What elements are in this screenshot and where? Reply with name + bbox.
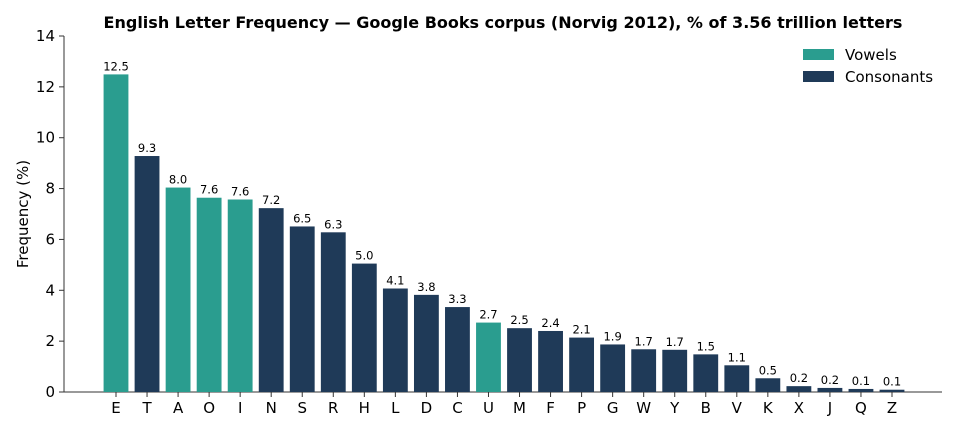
bar-x [786, 386, 812, 392]
data-label-i: 7.6 [231, 185, 249, 199]
data-label-g: 1.9 [603, 329, 621, 343]
x-tick-label-y: Y [669, 399, 680, 417]
data-label-u: 2.7 [479, 308, 497, 322]
x-tick-label-a: A [173, 399, 184, 417]
data-label-q: 0.1 [852, 374, 870, 388]
y-tick-label: 2 [45, 332, 55, 350]
x-tick-label-k: K [763, 399, 774, 417]
bar-e [103, 74, 129, 392]
x-tick-label-z: Z [887, 399, 897, 417]
x-tick-label-w: W [636, 399, 651, 417]
bar-a [165, 187, 191, 392]
data-label-f: 2.4 [541, 316, 559, 330]
data-label-x: 0.2 [790, 371, 808, 385]
data-label-z: 0.1 [883, 375, 901, 389]
bar-l [382, 288, 408, 392]
data-label-l: 4.1 [386, 274, 404, 288]
bar-u [476, 322, 501, 392]
data-label-k: 0.5 [759, 363, 777, 377]
data-label-y: 1.7 [666, 335, 684, 349]
bar-h [351, 263, 377, 392]
y-tick-label: 8 [45, 180, 55, 198]
x-tick-label-i: I [238, 399, 242, 417]
data-label-j: 0.2 [821, 373, 839, 387]
bar-y [662, 349, 688, 392]
data-label-p: 2.1 [572, 323, 590, 337]
x-tick-label-m: M [513, 399, 526, 417]
bar-j [817, 387, 843, 392]
data-label-n: 7.2 [262, 193, 280, 207]
bar-s [289, 226, 315, 392]
bar-o [196, 197, 222, 392]
legend-label-vowels: Vowels [845, 46, 897, 64]
data-label-o: 7.6 [200, 183, 218, 197]
x-tick-label-l: L [391, 399, 400, 417]
y-axis-label: Frequency (%) [14, 160, 32, 268]
data-label-w: 1.7 [635, 334, 653, 348]
bar-p [569, 337, 595, 392]
data-label-e: 12.5 [103, 59, 129, 73]
x-tick-label-t: T [141, 399, 152, 417]
x-tick-label-v: V [732, 399, 743, 417]
bar-g [600, 344, 626, 392]
legend-swatch-vowels [803, 49, 834, 60]
x-tick-label-x: X [794, 399, 804, 417]
x-tick-label-c: C [452, 399, 462, 417]
data-label-d: 3.8 [417, 280, 435, 294]
x-tick-label-e: E [111, 399, 120, 417]
x-tick-label-r: R [328, 399, 338, 417]
x-tick-label-d: D [421, 399, 433, 417]
legend: Vowels Consonants [803, 46, 933, 86]
bar-z [879, 389, 905, 392]
x-tick-label-h: H [359, 399, 370, 417]
bar-k [755, 378, 781, 392]
x-tick-label-q: Q [855, 399, 867, 417]
bar-c [445, 307, 470, 392]
data-label-b: 1.5 [697, 339, 715, 353]
y-tick-label: 12 [36, 78, 55, 96]
chart-title: English Letter Frequency — Google Books … [104, 13, 903, 32]
bar-n [258, 208, 284, 392]
bar-d [413, 294, 439, 392]
x-tick-label-u: U [483, 399, 494, 417]
data-label-t: 9.3 [138, 141, 156, 155]
bar-m [507, 328, 532, 392]
x-tick-label-n: N [266, 399, 277, 417]
bar-t [134, 156, 160, 392]
x-tick-label-s: S [297, 399, 307, 417]
y-tick-label: 0 [45, 383, 55, 401]
y-tick-label: 10 [36, 129, 55, 147]
bar-r [320, 232, 346, 392]
bar-i [227, 199, 253, 392]
x-tick-label-j: J [827, 399, 832, 417]
x-tick-label-b: B [701, 399, 711, 417]
legend-swatch-consonants [803, 71, 834, 82]
data-label-m: 2.5 [510, 313, 528, 327]
data-label-v: 1.1 [728, 350, 746, 364]
x-tick-label-p: P [577, 399, 586, 417]
x-tick-label-g: G [607, 399, 619, 417]
y-tick-label: 6 [45, 230, 55, 248]
data-labels-group: 12.5 9.3 8.0 7.6 7.6 7.2 6.5 6.3 5.0 4.1 3.8 3.3 2.7… [103, 59, 901, 388]
bar-q [848, 388, 874, 392]
bars-group [103, 74, 905, 392]
x-tick-label-f: F [546, 399, 555, 417]
x-tick-label-o: O [203, 399, 215, 417]
data-label-c: 3.3 [448, 292, 466, 306]
data-label-h: 5.0 [355, 249, 373, 263]
data-label-s: 6.5 [293, 211, 311, 225]
y-tick-label: 4 [45, 281, 55, 299]
bar-v [724, 365, 750, 392]
bar-b [693, 354, 719, 392]
data-label-a: 8.0 [169, 173, 187, 187]
bar-w [631, 349, 657, 392]
legend-label-consonants: Consonants [845, 68, 933, 86]
bar-f [538, 330, 563, 392]
y-tick-label: 14 [36, 27, 55, 45]
y-axis: 0 2 4 6 8 10 12 14 [36, 27, 65, 401]
data-label-r: 6.3 [324, 217, 342, 231]
